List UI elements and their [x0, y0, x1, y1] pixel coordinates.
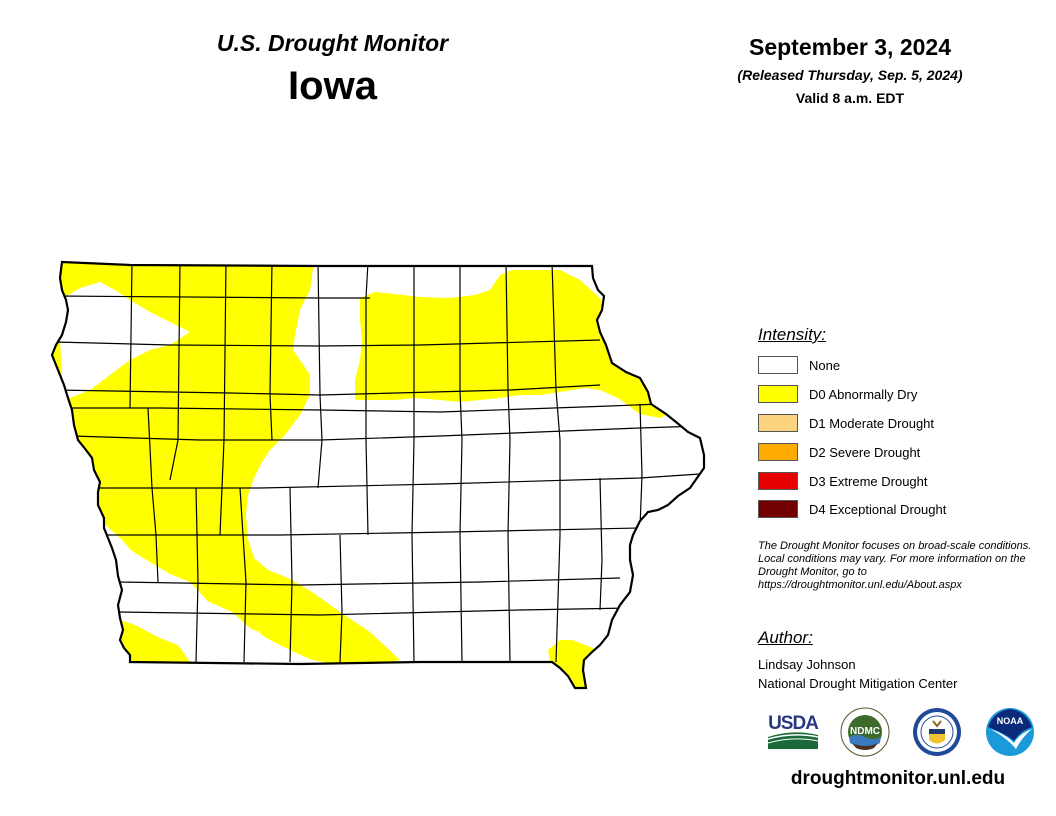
svg-text:NOAA: NOAA — [997, 716, 1024, 726]
legend-label: D1 Moderate Drought — [809, 415, 935, 431]
state-border — [50, 260, 706, 690]
legend-title: Intensity: — [758, 325, 827, 344]
author-name: Lindsay Johnson — [758, 657, 856, 672]
d0-areas — [52, 262, 668, 688]
legend-item-d1: D1 Moderate Drought — [758, 413, 934, 433]
legend-item-d2: D2 Severe Drought — [758, 442, 920, 462]
legend-label: None — [809, 357, 841, 373]
county-lines — [54, 262, 701, 663]
map-date: September 3, 2024 — [748, 34, 951, 60]
legend-swatch-none — [758, 356, 798, 374]
ndmc-logo: NDMC — [840, 707, 890, 757]
legend-label: D2 Severe Drought — [809, 444, 921, 460]
legend-label: D0 Abnormally Dry — [809, 386, 918, 402]
release-date: (Released Thursday, Sep. 5, 2024) — [737, 67, 963, 83]
valid-time: Valid 8 a.m. EDT — [795, 90, 905, 106]
legend-label: D3 Extreme Drought — [809, 473, 928, 489]
website-url[interactable]: droughtmonitor.unl.edu — [790, 768, 1006, 789]
author-org: National Drought Mitigation Center — [758, 676, 958, 691]
svg-text:NDMC: NDMC — [850, 726, 880, 737]
legend-swatch-d1 — [758, 414, 798, 432]
map-title: U.S. Drought Monitor — [216, 30, 449, 56]
disclaimer-text: The Drought Monitor focuses on broad-sca… — [758, 540, 1032, 591]
legend-label: D4 Exceptional Drought — [809, 501, 947, 517]
iowa-drought-map — [50, 260, 706, 690]
legend-swatch-d2 — [758, 443, 798, 461]
legend-item-d0: D0 Abnormally Dry — [758, 384, 917, 404]
legend-swatch-d0 — [758, 385, 798, 403]
legend-swatch-d3 — [758, 472, 798, 490]
svg-text:USDA: USDA — [768, 713, 819, 734]
legend-item-d4: D4 Exceptional Drought — [758, 499, 946, 519]
legend-item-d3: D3 Extreme Drought — [758, 471, 928, 491]
author-heading: Author: — [758, 628, 813, 647]
noaa-logo: NOAA — [986, 708, 1034, 756]
usda-logo: USDA — [767, 713, 820, 749]
commerce-seal-logo — [913, 708, 961, 756]
state-name: Iowa — [288, 64, 377, 108]
legend-swatch-d4 — [758, 500, 798, 518]
legend-item-none: None — [758, 355, 840, 375]
